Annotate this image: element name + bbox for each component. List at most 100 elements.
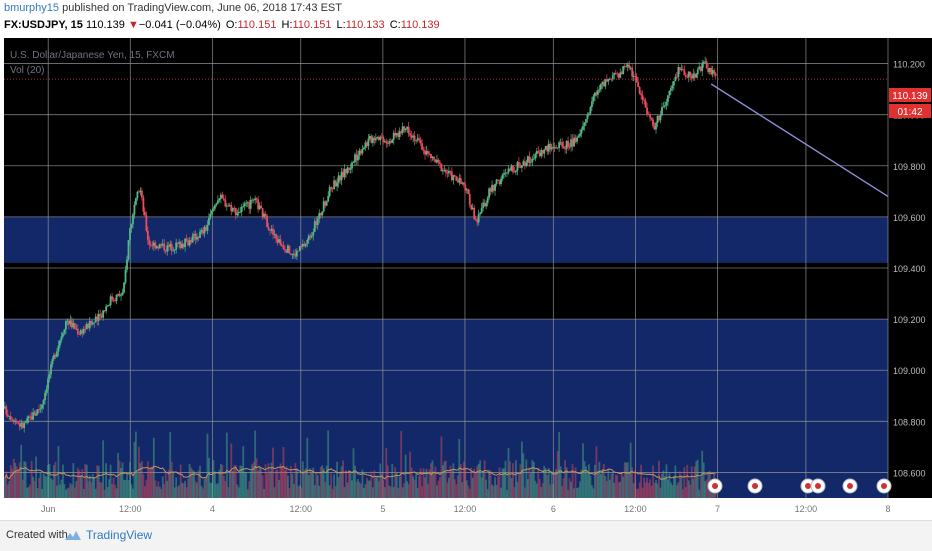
volume-bar <box>506 489 508 498</box>
volume-bar <box>397 488 400 498</box>
candle-body <box>644 100 647 108</box>
candle-body <box>240 206 243 212</box>
candle-body <box>337 175 340 183</box>
candle-body <box>319 212 322 216</box>
volume-bar <box>91 473 94 498</box>
volume-bar <box>84 463 87 498</box>
candle-body <box>671 85 674 89</box>
volume-bar <box>640 464 643 498</box>
candle-body <box>59 340 61 346</box>
candle-body <box>48 374 51 379</box>
tradingview-logo-icon[interactable] <box>64 528 82 542</box>
volume-bar <box>66 488 69 498</box>
volume-bar <box>689 484 692 498</box>
volume-bar <box>671 484 674 498</box>
volume-bar <box>619 481 622 498</box>
volume-bar <box>683 467 686 498</box>
volume-bar <box>705 479 708 498</box>
volume-bar <box>616 475 619 498</box>
candle-body <box>237 211 240 214</box>
volume-bar <box>38 477 40 498</box>
volume-bar <box>158 486 161 498</box>
volume-bar <box>315 473 318 498</box>
candle-body <box>562 146 565 149</box>
candle-body <box>579 133 581 137</box>
volume-bar <box>120 467 122 498</box>
candle-body <box>516 162 519 171</box>
candle-body <box>437 159 440 163</box>
volume-bar <box>674 465 677 498</box>
candle-body <box>300 246 303 247</box>
candle-body <box>85 323 88 330</box>
candle-body <box>491 184 493 192</box>
volume-bar <box>99 482 102 498</box>
volume-bar <box>377 481 380 498</box>
author-link[interactable]: bmurphy15 <box>4 2 60 14</box>
candle-body <box>696 69 699 75</box>
candle-body <box>707 68 710 72</box>
candle-body <box>252 199 255 201</box>
volume-bar <box>413 479 416 498</box>
volume-bar <box>179 464 182 498</box>
volume-bar <box>416 487 419 498</box>
time-axis[interactable] <box>4 498 932 520</box>
volume-bar <box>182 483 185 498</box>
volume-bar <box>480 477 483 498</box>
candle-body <box>298 246 301 251</box>
price-chart[interactable]: 110.200110.000109.800109.600109.400109.2… <box>0 0 932 520</box>
candle-body <box>163 243 166 251</box>
volume-bar <box>538 479 541 498</box>
candle-body <box>395 133 398 136</box>
volume-bar <box>509 461 511 498</box>
volume-bar <box>440 436 443 498</box>
volume-bar <box>379 463 382 498</box>
candle-body <box>263 214 265 218</box>
volume-bar <box>500 487 502 498</box>
candle-body <box>453 175 456 177</box>
candle-body <box>371 137 374 143</box>
volume-bar <box>175 477 178 498</box>
volume-bar <box>173 487 176 498</box>
candle-body <box>710 67 713 75</box>
volume-bar <box>41 489 43 498</box>
volume-bar <box>418 475 420 498</box>
candle-body <box>416 138 419 141</box>
y-tick-label-4: 109.600 <box>893 213 926 223</box>
volume-bar <box>318 485 321 498</box>
volume-bar <box>351 480 353 498</box>
event-marker-dot <box>881 483 887 489</box>
candle-body <box>236 213 239 216</box>
candle-body <box>224 199 227 207</box>
candle-body <box>686 76 689 78</box>
volume-bar <box>431 460 434 498</box>
volume-bar <box>42 473 45 498</box>
candle-body <box>406 126 409 130</box>
volume-bar <box>6 484 9 498</box>
candle-body <box>5 406 8 415</box>
volume-bar <box>364 484 367 498</box>
volume-bar <box>611 473 614 498</box>
volume-bar <box>522 453 525 498</box>
volume-bar <box>479 460 482 498</box>
candle-body <box>313 221 316 232</box>
candle-body <box>632 76 635 77</box>
candle-body <box>458 178 461 183</box>
volume-bar <box>430 463 432 498</box>
open-value: 110.151 <box>237 19 277 31</box>
volume-bar <box>428 469 431 498</box>
tradingview-link[interactable]: TradingView <box>86 528 153 542</box>
candle-body <box>582 125 584 130</box>
volume-bar <box>94 488 97 498</box>
candles <box>3 56 717 433</box>
volume-bar <box>661 473 663 498</box>
volume-bar <box>361 469 364 498</box>
candle-body <box>500 178 502 185</box>
candle-body <box>470 204 473 210</box>
published-text: published on TradingView.com, June 06, 2… <box>59 2 342 14</box>
candle-body <box>206 224 209 231</box>
candle-body <box>118 293 121 296</box>
candle-body <box>297 250 300 252</box>
volume-bar <box>532 461 535 498</box>
candle-body <box>352 162 355 164</box>
volume-bar <box>251 464 254 498</box>
